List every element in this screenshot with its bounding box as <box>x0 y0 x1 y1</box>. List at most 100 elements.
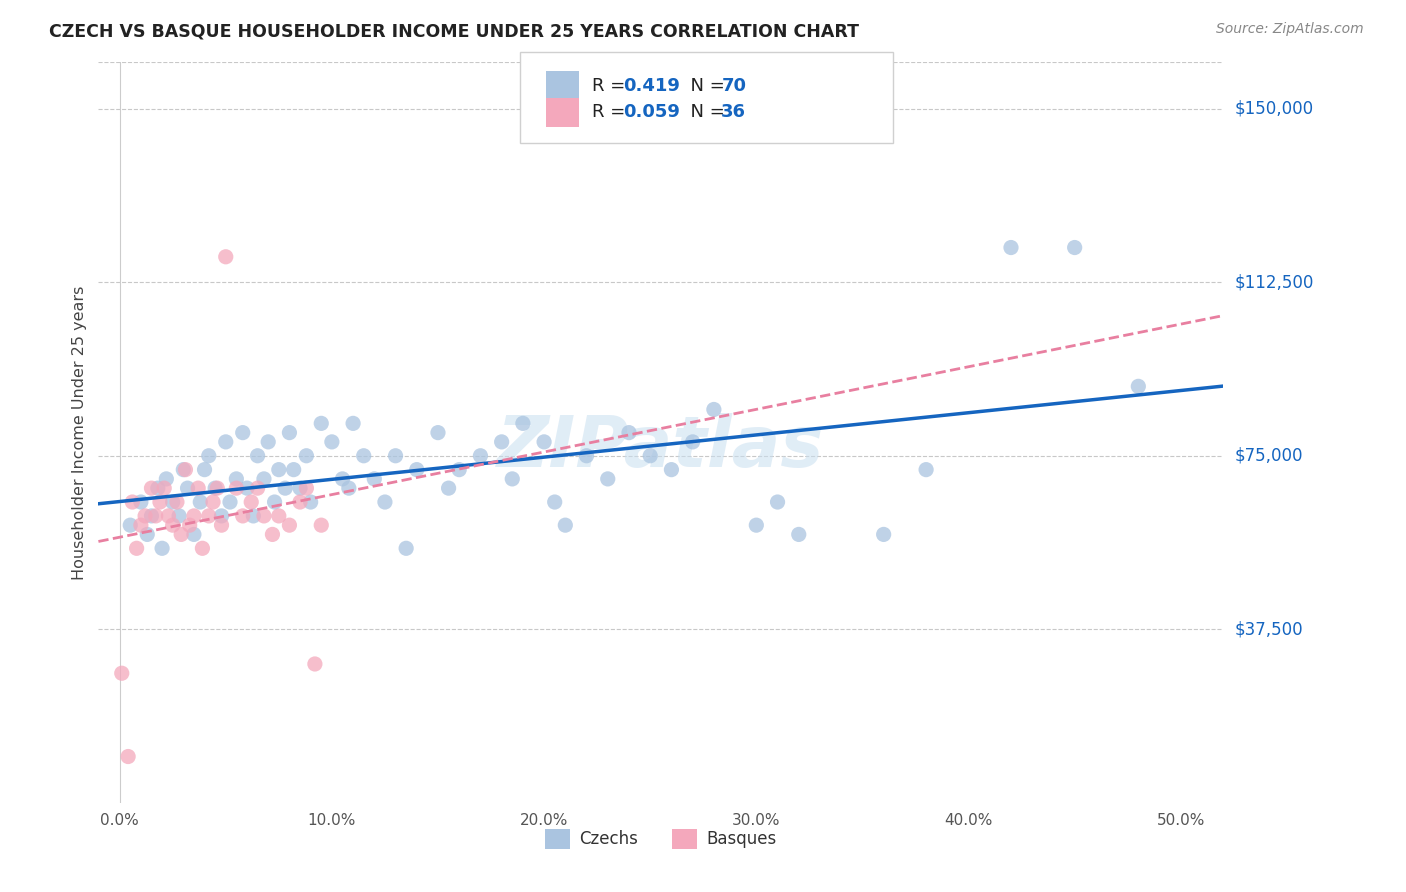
Point <box>242 508 264 523</box>
Point <box>136 527 159 541</box>
Point <box>141 508 163 523</box>
Point <box>232 508 254 523</box>
Point <box>120 518 142 533</box>
Point <box>278 518 301 533</box>
Text: Source: ZipAtlas.com: Source: ZipAtlas.com <box>1216 22 1364 37</box>
Point <box>263 495 285 509</box>
Point <box>204 481 226 495</box>
Point <box>575 449 598 463</box>
Text: R =: R = <box>592 77 631 95</box>
Point <box>309 417 332 431</box>
Point <box>533 434 555 449</box>
Point <box>470 449 492 463</box>
Text: $150,000: $150,000 <box>1234 100 1313 118</box>
Point <box>246 481 269 495</box>
Text: 0.059: 0.059 <box>623 103 679 121</box>
Point <box>211 508 233 523</box>
Point <box>309 518 332 533</box>
Point <box>1128 379 1150 393</box>
Point <box>232 425 254 440</box>
Point <box>405 462 427 476</box>
Point <box>215 250 238 264</box>
Text: R =: R = <box>592 103 631 121</box>
Point <box>191 541 214 556</box>
Point <box>121 495 143 509</box>
Point <box>211 518 233 533</box>
Text: $37,500: $37,500 <box>1234 620 1303 639</box>
Point <box>170 527 193 541</box>
Point <box>166 495 188 509</box>
Point <box>332 472 354 486</box>
Point <box>141 481 163 495</box>
Point <box>342 417 364 431</box>
Point <box>915 462 938 476</box>
Point <box>188 495 211 509</box>
Point <box>246 449 269 463</box>
Point <box>395 541 418 556</box>
Point <box>145 508 167 523</box>
Point <box>501 472 523 486</box>
Point <box>225 472 247 486</box>
Point <box>617 425 640 440</box>
Point <box>638 449 661 463</box>
Point <box>240 495 263 509</box>
Point <box>745 518 768 533</box>
Point <box>682 434 704 449</box>
Point <box>111 666 134 681</box>
Point <box>162 518 184 533</box>
Point <box>596 472 619 486</box>
Point <box>183 527 205 541</box>
Point <box>207 481 229 495</box>
Text: $112,500: $112,500 <box>1234 273 1313 291</box>
Text: 36: 36 <box>721 103 747 121</box>
Point <box>129 495 152 509</box>
Point <box>153 481 176 495</box>
Point <box>167 508 190 523</box>
Point <box>278 425 301 440</box>
Point <box>1000 240 1022 255</box>
Point <box>1063 240 1085 255</box>
Text: N =: N = <box>679 103 731 121</box>
Point <box>193 462 215 476</box>
Point <box>146 481 169 495</box>
Point <box>179 518 201 533</box>
Point <box>267 462 290 476</box>
Point <box>197 508 219 523</box>
Point <box>787 527 810 541</box>
Point <box>337 481 360 495</box>
Point <box>125 541 148 556</box>
Point <box>172 462 194 476</box>
Point <box>363 472 385 486</box>
Text: N =: N = <box>679 77 731 95</box>
Point <box>283 462 305 476</box>
Point <box>661 462 683 476</box>
Point <box>449 462 471 476</box>
Point <box>384 449 406 463</box>
Point <box>253 508 276 523</box>
Point <box>253 472 276 486</box>
Point <box>703 402 725 417</box>
Point <box>437 481 460 495</box>
Legend: Czechs, Basques: Czechs, Basques <box>536 821 786 857</box>
Point <box>267 508 290 523</box>
Point <box>202 495 225 509</box>
Point <box>554 518 576 533</box>
Point <box>544 495 567 509</box>
Point <box>150 541 173 556</box>
Point <box>219 495 242 509</box>
Point <box>236 481 259 495</box>
Point <box>766 495 789 509</box>
Text: $75,000: $75,000 <box>1234 447 1303 465</box>
Point <box>176 481 198 495</box>
Point <box>295 481 318 495</box>
Point <box>274 481 297 495</box>
Point <box>157 508 180 523</box>
Y-axis label: Householder Income Under 25 years: Householder Income Under 25 years <box>72 285 87 580</box>
Point <box>427 425 450 440</box>
Point <box>491 434 513 449</box>
Point <box>257 434 280 449</box>
Point <box>872 527 894 541</box>
Point <box>162 495 184 509</box>
Point <box>117 749 139 764</box>
Text: CZECH VS BASQUE HOUSEHOLDER INCOME UNDER 25 YEARS CORRELATION CHART: CZECH VS BASQUE HOUSEHOLDER INCOME UNDER… <box>49 22 859 40</box>
